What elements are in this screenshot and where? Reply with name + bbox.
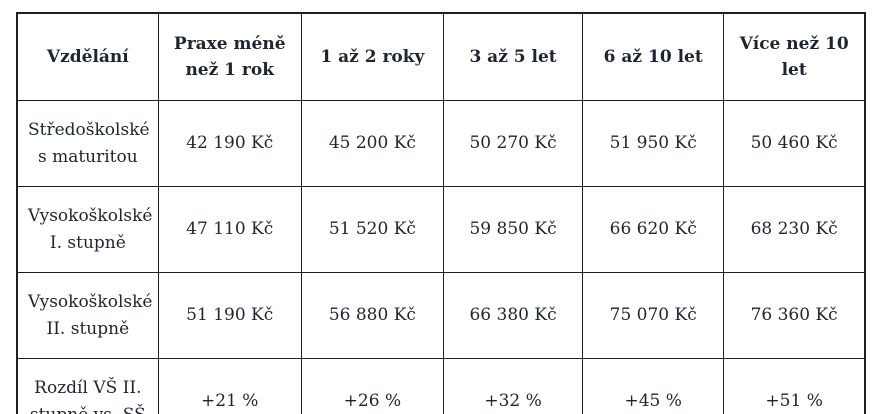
- column-header-experience-gt10: Více než 10 let: [723, 12, 866, 101]
- salary-by-education-table: Vzdělání Praxe méně než 1 rok 1 až 2 rok…: [16, 12, 866, 414]
- salary-value: 51 520 Kč: [300, 186, 444, 273]
- salary-value: 66 380 Kč: [442, 272, 584, 359]
- percent-value: +26 %: [300, 358, 444, 414]
- column-header-experience-3-5: 3 až 5 let: [442, 12, 584, 101]
- row-label: Středoškolské s maturitou: [16, 100, 159, 187]
- table-header-row: Vzdělání Praxe méně než 1 rok 1 až 2 rok…: [16, 12, 866, 101]
- salary-value: 59 850 Kč: [442, 186, 584, 273]
- salary-value: 68 230 Kč: [723, 186, 866, 273]
- column-header-experience-lt1: Praxe méně než 1 rok: [157, 12, 302, 101]
- table-row-secondary-education: Středoškolské s maturitou 42 190 Kč 45 2…: [16, 100, 866, 187]
- table-row-difference-percent: Rozdíl VŠ II. stupně vs. SŠ +21 % +26 % …: [16, 358, 866, 414]
- row-label: Vysokoškolské I. stupně: [16, 186, 159, 273]
- row-label: Vysokoškolské II. stupně: [16, 272, 159, 359]
- percent-value: +32 %: [442, 358, 584, 414]
- salary-value: 50 270 Kč: [442, 100, 584, 187]
- salary-value: 75 070 Kč: [582, 272, 725, 359]
- row-label: Rozdíl VŠ II. stupně vs. SŠ: [16, 358, 159, 414]
- percent-value: +51 %: [723, 358, 866, 414]
- salary-value: 51 950 Kč: [582, 100, 725, 187]
- salary-value: 42 190 Kč: [157, 100, 302, 187]
- salary-value: 45 200 Kč: [300, 100, 444, 187]
- percent-value: +45 %: [582, 358, 725, 414]
- salary-value: 76 360 Kč: [723, 272, 866, 359]
- percent-value: +21 %: [157, 358, 302, 414]
- table-row-university-second-degree: Vysokoškolské II. stupně 51 190 Kč 56 88…: [16, 272, 866, 359]
- salary-value: 56 880 Kč: [300, 272, 444, 359]
- salary-value: 66 620 Kč: [582, 186, 725, 273]
- salary-value: 47 110 Kč: [157, 186, 302, 273]
- table-row-university-first-degree: Vysokoškolské I. stupně 47 110 Kč 51 520…: [16, 186, 866, 273]
- salary-value: 50 460 Kč: [723, 100, 866, 187]
- salary-value: 51 190 Kč: [157, 272, 302, 359]
- column-header-education: Vzdělání: [16, 12, 159, 101]
- column-header-experience-1-2: 1 až 2 roky: [300, 12, 444, 101]
- column-header-experience-6-10: 6 až 10 let: [582, 12, 725, 101]
